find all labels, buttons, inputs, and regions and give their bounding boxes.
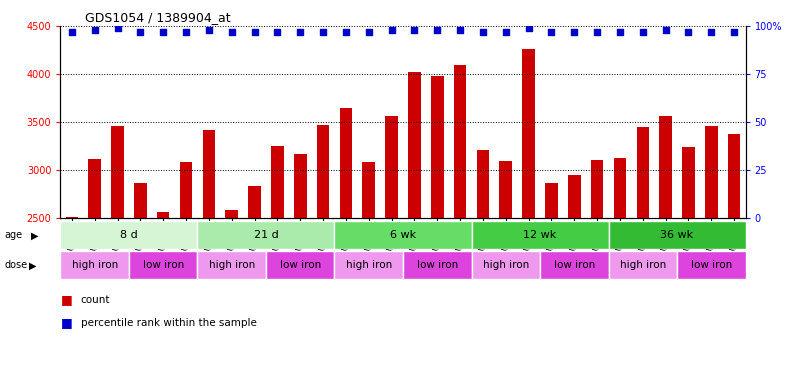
Bar [180,162,193,218]
Text: low iron: low iron [691,260,732,270]
Text: percentile rank within the sample: percentile rank within the sample [81,318,256,327]
Point [522,25,535,31]
Bar [705,126,717,218]
Point [613,29,626,35]
Text: high iron: high iron [620,260,666,270]
Point [202,27,215,33]
Bar [134,183,147,218]
Text: GDS1054 / 1389904_at: GDS1054 / 1389904_at [85,11,231,24]
Text: ■: ■ [60,294,73,306]
Bar [89,159,101,218]
Bar [637,127,649,218]
Bar [385,116,398,218]
Bar [500,161,512,218]
Bar [472,251,540,279]
Text: low iron: low iron [280,260,321,270]
Bar [157,212,169,217]
Bar [339,108,352,218]
Bar [334,251,403,279]
Point [476,29,489,35]
Text: 36 wk: 36 wk [660,230,694,240]
Text: dose: dose [4,260,27,270]
Bar [129,251,197,279]
Point [339,29,352,35]
Bar [226,210,238,218]
Point [180,29,193,35]
Bar [197,251,266,279]
Bar [476,150,489,217]
Bar [609,251,677,279]
Bar [454,64,467,218]
Bar [472,221,609,249]
Text: ■: ■ [60,316,73,329]
Text: high iron: high iron [72,260,118,270]
Bar [111,126,124,218]
Bar [363,162,375,218]
Point [293,29,306,35]
Bar [271,146,284,218]
Point [385,27,398,33]
Text: 8 d: 8 d [120,230,138,240]
Point [499,29,512,35]
Point [659,27,672,33]
Text: ▶: ▶ [31,230,38,240]
Point [248,29,261,35]
Bar [65,216,78,217]
Bar [522,49,535,217]
Bar [591,160,604,218]
Bar [540,251,609,279]
Bar [728,134,741,218]
Point [156,29,169,35]
Bar [408,72,421,217]
Text: age: age [4,230,22,240]
Bar [431,76,443,217]
Text: 12 wk: 12 wk [523,230,557,240]
Text: low iron: low iron [554,260,595,270]
Bar [60,221,197,249]
Bar [248,186,261,218]
Bar [197,221,334,249]
Bar [334,221,472,249]
Bar [682,147,695,218]
Point [271,29,284,35]
Point [225,29,239,35]
Bar [613,158,626,218]
Bar [677,251,746,279]
Text: high iron: high iron [483,260,529,270]
Bar [568,176,580,217]
Point [545,29,558,35]
Point [134,29,147,35]
Text: ▶: ▶ [29,260,36,270]
Bar [266,251,334,279]
Point [65,29,78,35]
Bar [317,125,330,217]
Point [88,27,101,33]
Point [567,29,580,35]
Bar [609,221,746,249]
Point [362,29,375,35]
Point [682,29,695,35]
Bar [659,116,672,218]
Point [111,25,124,31]
Text: low iron: low iron [417,260,458,270]
Point [704,29,717,35]
Bar [294,154,306,218]
Text: 21 d: 21 d [254,230,278,240]
Text: 6 wk: 6 wk [390,230,416,240]
Bar [60,251,129,279]
Text: count: count [81,295,110,305]
Point [591,29,604,35]
Point [408,27,421,33]
Text: high iron: high iron [346,260,392,270]
Text: low iron: low iron [143,260,184,270]
Point [636,29,649,35]
Point [728,29,741,35]
Bar [202,129,215,218]
Point [317,29,330,35]
Point [430,27,443,33]
Bar [403,251,472,279]
Text: high iron: high iron [209,260,255,270]
Point [454,27,467,33]
Bar [545,183,558,218]
